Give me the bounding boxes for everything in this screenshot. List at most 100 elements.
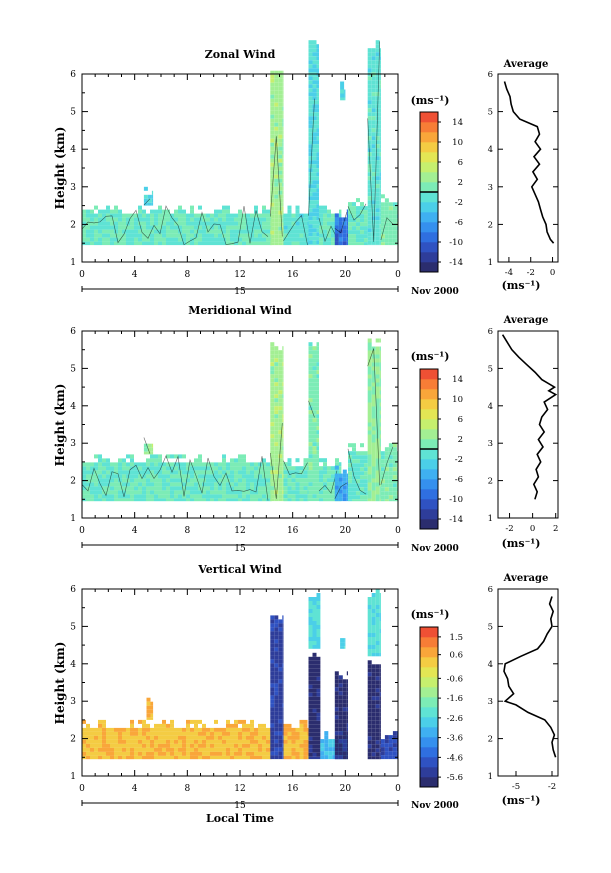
zonal-data-cell	[274, 202, 279, 207]
vertical-data-cell	[392, 735, 397, 740]
meridional-data-cell	[154, 470, 158, 475]
zonal-data-cell	[142, 209, 146, 214]
meridional-data-cell	[186, 494, 190, 499]
vertical-data-cell	[367, 716, 372, 721]
vertical-data-cell	[308, 660, 313, 665]
zonal-data-cell	[274, 178, 279, 183]
vertical-data-cell	[258, 727, 262, 732]
zonal-data-cell	[82, 213, 86, 218]
meridional-data-cell	[214, 462, 218, 467]
zonal-data-cell	[379, 108, 381, 113]
vertical-data-cell	[234, 739, 238, 744]
meridional-data-cell	[234, 458, 238, 463]
zonal-data-cell	[379, 116, 381, 121]
meridional-data-cell	[94, 470, 98, 475]
zonal-data-cell	[308, 164, 313, 169]
vertical-data-cell	[278, 675, 283, 680]
zonal-data-cell	[234, 213, 238, 218]
zonal-data-cell	[238, 213, 242, 218]
zonal-data-cell	[367, 144, 372, 149]
vertical-data-cell	[270, 747, 275, 752]
meridional-data-cell	[274, 450, 279, 455]
meridional-data-cell	[352, 499, 356, 502]
vertical-average-xtick-label: -5	[512, 782, 520, 792]
meridional-data-cell	[170, 462, 174, 467]
zonal-data-cell	[308, 100, 313, 105]
zonal-data-cell	[316, 96, 319, 101]
meridional-data-cell	[174, 470, 178, 475]
meridional-data-cell	[174, 462, 178, 467]
zonal-data-cell	[367, 64, 372, 69]
meridional-data-cell	[218, 474, 222, 479]
vertical-data-cell	[170, 739, 174, 744]
zonal-data-cell	[162, 237, 166, 242]
vertical-data-cell	[146, 705, 151, 710]
meridional-data-cell	[266, 474, 270, 479]
meridional-data-cell	[98, 482, 102, 487]
vertical-data-cell	[206, 755, 210, 760]
zonal-data-cell	[258, 217, 262, 222]
vertical-data-cell	[316, 736, 321, 741]
zonal-data-cell	[319, 241, 323, 246]
zonal-data-cell	[190, 213, 194, 218]
meridional-colorbar-band	[420, 439, 438, 450]
zonal-data-cell	[143, 194, 148, 199]
meridional-data-cell	[270, 394, 275, 399]
meridional-data-cell	[312, 370, 317, 375]
meridional-data-cell	[388, 487, 393, 492]
meridional-data-cell	[308, 370, 313, 375]
meridional-data-cell	[178, 454, 182, 459]
zonal-data-cell	[270, 146, 275, 151]
zonal-wind-title: Zonal Wind	[205, 48, 276, 61]
meridional-data-cell	[295, 486, 300, 491]
vertical-data-cell	[270, 663, 275, 668]
meridional-data-cell	[319, 494, 323, 499]
zonal-date-suffix: Nov 2000	[411, 287, 459, 297]
zonal-data-cell	[98, 209, 102, 214]
zonal-data-cell	[352, 210, 356, 215]
zonal-data-cell	[396, 230, 398, 235]
zonal-data-cell	[312, 128, 317, 133]
vertical-data-cell	[114, 727, 118, 732]
meridional-data-cell	[94, 474, 98, 479]
vertical-data-cell	[278, 627, 283, 632]
meridional-data-cell	[246, 482, 250, 487]
meridional-data-cell	[118, 466, 122, 471]
meridional-data-cell	[86, 466, 90, 471]
meridional-data-cell	[102, 470, 106, 475]
meridional-data-cell	[379, 438, 381, 443]
vertical-data-cell	[274, 751, 279, 756]
vertical-data-cell	[238, 731, 242, 736]
vertical-data-cell	[274, 619, 279, 624]
vertical-data-cell	[234, 735, 238, 740]
zonal-data-cell	[331, 217, 335, 222]
vertical-data-cell	[346, 691, 348, 696]
meridional-data-cell	[379, 390, 381, 395]
zonal-data-cell	[230, 225, 234, 230]
zonal-data-cell	[142, 229, 146, 234]
meridional-data-cell	[158, 478, 162, 483]
meridional-data-cell	[234, 474, 238, 479]
vertical-data-cell	[98, 739, 102, 744]
meridional-data-cell	[110, 462, 114, 467]
meridional-data-cell	[312, 410, 317, 415]
vertical-data-cell	[214, 739, 218, 744]
zonal-data-cell	[319, 217, 323, 222]
zonal-data-cell	[274, 234, 279, 239]
meridional-ytick-label: 5	[70, 364, 76, 374]
vertical-data-cell	[174, 735, 178, 740]
meridional-data-cell	[122, 482, 126, 487]
zonal-data-cell	[371, 200, 376, 205]
zonal-data-cell	[274, 154, 279, 159]
meridional-data-cell	[388, 499, 393, 502]
vertical-data-cell	[170, 731, 174, 736]
zonal-data-cell	[102, 225, 106, 230]
zonal-data-cell	[174, 225, 178, 230]
vertical-data-cell	[166, 755, 170, 760]
meridional-data-cell	[335, 470, 339, 475]
meridional-data-cell	[162, 482, 166, 487]
zonal-data-cell	[254, 229, 258, 234]
zonal-data-cell	[278, 86, 283, 91]
vertical-data-cell	[250, 751, 254, 756]
zonal-data-cell	[316, 244, 319, 246]
